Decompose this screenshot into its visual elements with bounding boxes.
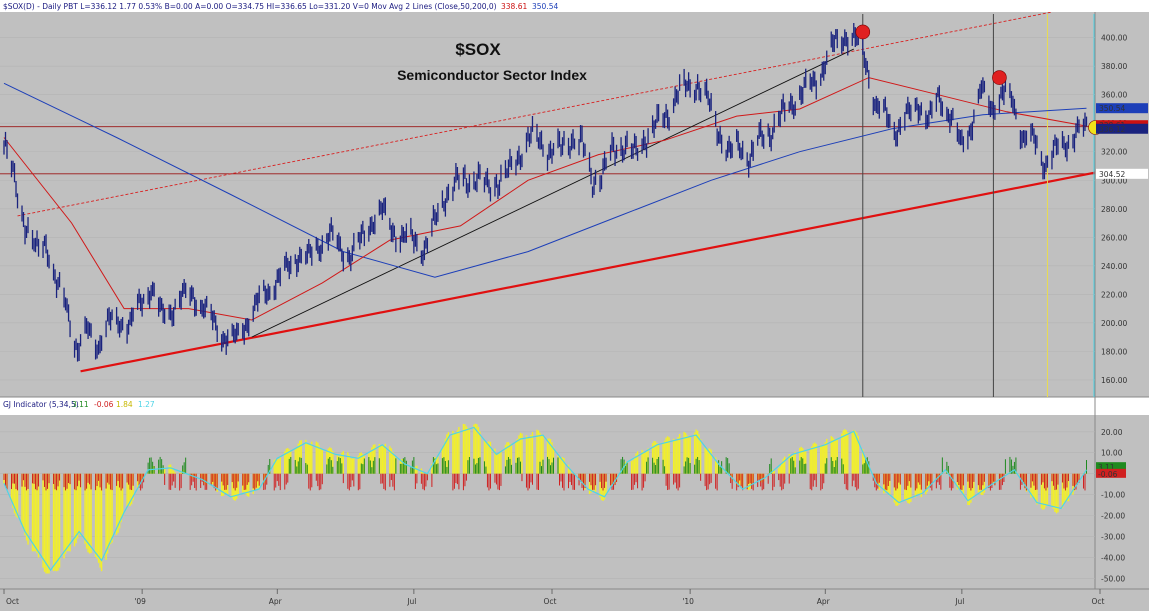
price-tick-label: 180.00: [1101, 347, 1127, 356]
chart-title: $SOX: [455, 40, 501, 59]
ma50-line: [3, 77, 1087, 321]
price-tick-label: 360.00: [1101, 91, 1127, 100]
indicator-legend-value: 1.84: [116, 400, 133, 409]
price-label-box: [1096, 168, 1148, 179]
date-label: Jul: [406, 597, 416, 606]
date-label: Apr: [817, 597, 831, 606]
price-label: 304.52: [1099, 170, 1125, 179]
price-panel: [0, 12, 1095, 397]
price-tick-label: 400.00: [1101, 34, 1127, 43]
indicator-tick-label: -10.00: [1101, 491, 1125, 500]
indicator-legend-value: 3.11: [72, 400, 89, 409]
indicator-right-labels: 3.11-0.06: [1096, 462, 1126, 479]
price-tick-label: 320.00: [1101, 148, 1127, 157]
price-tick-label: 240.00: [1101, 262, 1127, 271]
price-axis-panel: [1095, 12, 1149, 397]
date-label: '10: [682, 597, 694, 606]
price-tick-label: 260.00: [1101, 233, 1127, 242]
ma50-curve: [3, 77, 1087, 321]
price-tick-label: 300.00: [1101, 176, 1127, 185]
date-label: Jul: [954, 597, 964, 606]
date-label: Apr: [269, 597, 283, 606]
indicator-legend-value: -0.06: [94, 400, 114, 409]
price-tick-label: 220.00: [1101, 290, 1127, 299]
ma-value-2: 350.54: [532, 2, 558, 11]
price-label: 350.54: [1099, 104, 1125, 113]
chart-subtitle: Semiconductor Sector Index: [397, 67, 587, 83]
trendlines: [17, 12, 1095, 373]
indicator-tick-label: -50.00: [1101, 575, 1125, 584]
indicator-title: GJ Indicator (5,34,5): [3, 400, 79, 409]
price-label: 336.12: [1099, 125, 1125, 134]
trendline: [17, 12, 1053, 217]
indicator-tick-label: 10.00: [1101, 449, 1123, 458]
symbol-header: $SOX(D) - Daily PBT L=336.12 1.77 0.53% …: [3, 2, 497, 11]
indicator-tick-label: 20.00: [1101, 428, 1123, 437]
indicator-label: -0.06: [1098, 470, 1118, 479]
date-label: Oct: [6, 597, 19, 606]
hlines: [0, 126, 1095, 175]
date-label: Oct: [544, 597, 557, 606]
signal-marker: [855, 24, 871, 40]
indicator-label-box: [1096, 468, 1126, 478]
price-label-box: [1096, 123, 1148, 134]
date-axis-panel: [0, 589, 1149, 611]
date-label: Oct: [1092, 597, 1105, 606]
indicator-tick-label: -20.00: [1101, 512, 1125, 521]
price-tick-label: 280.00: [1101, 205, 1127, 214]
trendline: [80, 171, 1095, 373]
price-grid: [0, 37, 1095, 381]
indicator-bars: [3, 423, 1088, 574]
signal-marker: [992, 70, 1007, 85]
ma-value-1: 338.61: [501, 2, 527, 11]
indicator-tick-label: -40.00: [1101, 554, 1125, 563]
price-tick-label: 200.00: [1101, 319, 1127, 328]
trendline: [251, 48, 854, 338]
indicator-legend-value: 1.27: [138, 400, 155, 409]
indicator-label: 3.11: [1098, 463, 1115, 472]
indicator-legend: 3.11 -0.06 1.84 1.27: [72, 400, 155, 409]
price-tick-label: 380.00: [1101, 62, 1127, 71]
vlines: [862, 14, 1095, 397]
indicator-signal-line: [3, 426, 1088, 572]
date-label: '09: [134, 597, 146, 606]
price-label-box: [1096, 103, 1148, 114]
price-tick-label: 160.00: [1101, 376, 1127, 385]
ma200-curve: [3, 82, 1087, 278]
ma200-line: [3, 82, 1087, 278]
indicator-label-box: [1096, 462, 1126, 472]
date-axis: Oct '09 Apr Jul Oct '10 Apr Jul Oct: [3, 589, 1105, 606]
price-bars: [3, 23, 1088, 362]
indicator-axis-panel: [1095, 415, 1149, 589]
indicator-tick-label: -30.00: [1101, 533, 1125, 542]
